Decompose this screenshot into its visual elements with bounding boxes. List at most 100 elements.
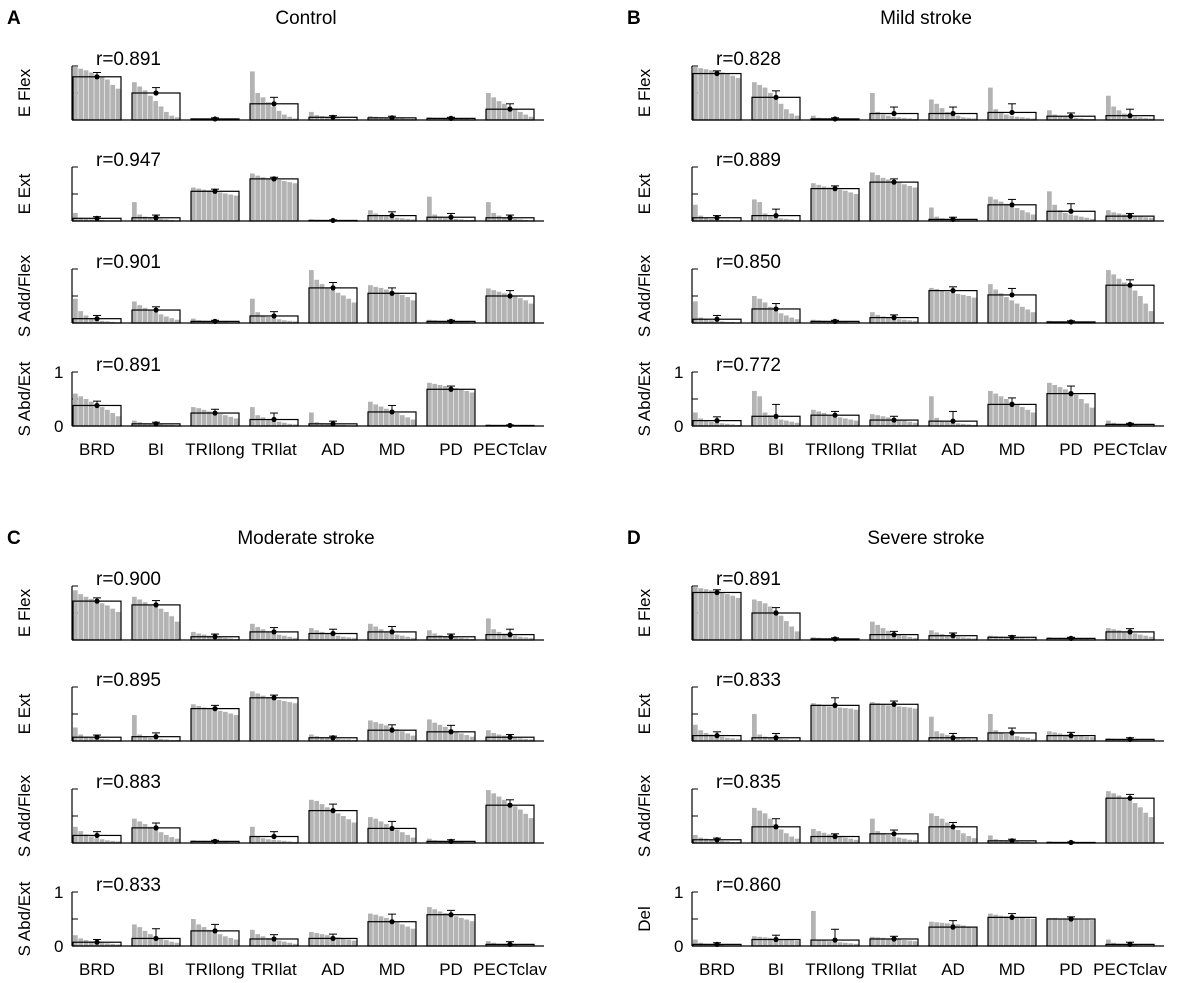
category-group: BRD [692,939,742,979]
mean-point [832,186,838,192]
hist-bar [502,633,507,640]
category-label: AD [321,440,345,459]
hist-bar [282,114,287,120]
hist-bar [784,739,789,741]
hist-bar [325,935,330,946]
hist-bar [502,293,507,323]
mean-point [714,733,720,739]
hist-bar [1020,737,1025,741]
hist-bar [287,942,293,946]
row-label: E Flex [15,68,34,117]
y-tick-label: 0 [674,937,683,956]
mean-point [1068,208,1074,214]
hist-bar [191,187,196,221]
hist-bar [1068,214,1074,221]
hist-bar [486,730,491,741]
hist-bar [99,320,105,323]
hist-bar [373,818,379,843]
mean-point [714,215,720,221]
hist-bar [523,114,529,120]
category-group [367,623,417,641]
hist-bar [902,838,907,843]
hist-bar [1106,791,1111,843]
hist-bar [794,319,800,323]
hist-bar [929,396,934,426]
category-group: TRIlong [185,919,245,979]
hist-bar [325,737,330,741]
hist-bar [158,314,164,323]
hist-bar [341,739,346,741]
hist-bar [703,69,709,120]
hist-bar [1148,118,1154,120]
hist-bar [378,117,384,120]
hist-bar [78,311,84,323]
hist-bar [314,279,320,323]
hist-bar [137,305,143,323]
hist-bar [507,294,513,323]
y-tick-label: 0 [674,417,683,436]
hist-bar [886,938,891,946]
hist-bar [1079,216,1084,221]
category-group: AD [928,396,978,459]
hist-bar [158,424,164,426]
hist-bar [955,423,961,426]
hist-bar [971,927,977,946]
hist-bar [400,415,405,426]
hist-bar [848,838,854,843]
category-group: TRIlat [869,935,919,979]
hist-bar [287,116,293,120]
hist-bar [907,320,913,323]
hist-bar [228,937,234,946]
correlation-label: r=0.889 [716,150,781,171]
category-group [1046,110,1096,121]
mean-point [94,316,100,322]
mean-point [330,808,336,814]
hist-bar [142,423,148,426]
hist-bar [292,321,298,323]
hist-bar [287,841,293,843]
category-group [692,834,742,844]
hist-bar [886,317,891,323]
y-tick-label: 1 [674,363,683,382]
category-group [869,172,919,222]
hist-bar [169,837,175,843]
hist-bar [709,590,714,640]
hist-bar [523,300,529,323]
hist-bar [1014,116,1020,120]
hist-bar [266,102,271,120]
hist-bar [83,70,89,120]
mean-point [832,636,838,642]
hist-bar [843,708,848,741]
mean-point [1009,202,1015,208]
correlation-label: r=0.900 [96,569,161,590]
panel-letter: A [7,8,21,29]
hist-bar [912,187,918,221]
hist-bar [512,635,518,640]
hist-bar [934,922,940,946]
hist-bar [427,907,432,946]
hist-bar [789,317,795,323]
hist-bar [1106,420,1111,426]
hist-bar [929,716,934,741]
hist-bar [373,626,379,640]
hist-bar [453,731,459,741]
hist-bar [784,420,789,426]
hist-bar [1132,116,1138,120]
hist-bar [378,287,384,323]
hist-bar [1052,384,1058,426]
hist-bar [341,938,346,946]
hist-bar [709,218,714,221]
hist-bar [773,610,779,640]
hist-bar [693,412,698,426]
hist-bar [410,928,416,946]
hist-bar [491,793,497,843]
hist-bar [212,931,218,946]
hist-bar [341,816,346,843]
mean-point [271,313,277,319]
category-group [485,618,535,641]
mean-point [950,288,956,294]
category-group [308,734,358,742]
hist-bar [115,88,121,120]
hist-bar [105,943,110,946]
hist-bar [789,219,795,221]
